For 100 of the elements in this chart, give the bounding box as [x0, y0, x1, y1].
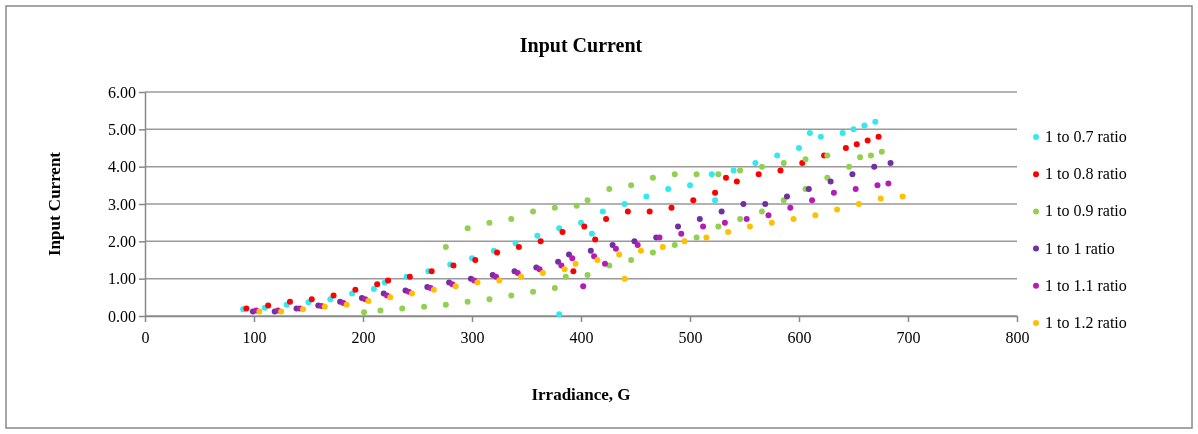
- point: [834, 206, 841, 213]
- point: [464, 225, 471, 232]
- point: [265, 302, 272, 309]
- point: [671, 242, 678, 249]
- point: [874, 182, 881, 189]
- point: [530, 208, 537, 215]
- y-tick-label: 3.00: [108, 195, 136, 213]
- point: [606, 186, 613, 193]
- point: [361, 309, 368, 316]
- point: [621, 275, 628, 282]
- point: [300, 306, 307, 313]
- point: [570, 268, 577, 275]
- point: [875, 133, 882, 140]
- point: [599, 208, 606, 215]
- point: [671, 171, 678, 178]
- point: [733, 178, 740, 185]
- point: [693, 234, 700, 241]
- point: [864, 137, 871, 144]
- point: [601, 260, 608, 267]
- point: [352, 286, 359, 293]
- point: [530, 288, 537, 295]
- point: [721, 219, 728, 226]
- point: [796, 145, 802, 151]
- point: [555, 258, 562, 265]
- point: [624, 208, 631, 215]
- x-tick-label: 700: [896, 328, 921, 346]
- point: [584, 197, 591, 204]
- point: [703, 234, 710, 241]
- point: [768, 219, 775, 226]
- point: [472, 257, 479, 263]
- point: [752, 159, 759, 166]
- point: [631, 238, 638, 245]
- point: [399, 305, 406, 312]
- point: [777, 167, 784, 174]
- point: [827, 178, 834, 185]
- point: [885, 180, 892, 187]
- point: [603, 215, 610, 222]
- point: [855, 201, 862, 207]
- point: [861, 122, 868, 129]
- point: [537, 238, 544, 245]
- point: [659, 243, 666, 250]
- y-tick-label: 0.00: [108, 307, 136, 325]
- point: [853, 141, 860, 148]
- point: [649, 174, 656, 181]
- point: [665, 186, 672, 193]
- point: [591, 253, 598, 260]
- point: [758, 208, 765, 215]
- point: [594, 257, 601, 263]
- point: [649, 249, 656, 256]
- point: [387, 294, 394, 301]
- x-tick-label: 0: [141, 328, 150, 346]
- point: [421, 303, 428, 310]
- point: [737, 215, 744, 222]
- point: [494, 249, 501, 256]
- point: [374, 281, 381, 288]
- point: [700, 223, 707, 230]
- x-tick-label: 200: [351, 328, 376, 346]
- point: [746, 223, 753, 230]
- y-tick-label: 1.00: [108, 270, 136, 288]
- point: [561, 266, 568, 273]
- point: [370, 286, 377, 293]
- point: [708, 171, 715, 178]
- point: [809, 197, 816, 204]
- point: [518, 273, 525, 280]
- point: [718, 208, 725, 215]
- point: [817, 133, 824, 140]
- point: [857, 154, 864, 161]
- point: [722, 174, 729, 181]
- point: [566, 251, 573, 258]
- point: [562, 273, 569, 280]
- point: [899, 193, 906, 200]
- point: [681, 238, 688, 245]
- point: [812, 212, 819, 219]
- y-tick-label: 2.00: [108, 232, 136, 250]
- point: [842, 145, 849, 151]
- point: [712, 189, 719, 196]
- y-tick-label: 4.00: [108, 158, 136, 176]
- point: [852, 186, 859, 193]
- point: [442, 243, 449, 250]
- point: [762, 201, 769, 207]
- point: [637, 247, 644, 254]
- point: [634, 242, 641, 249]
- x-tick-label: 500: [678, 328, 703, 346]
- point: [628, 257, 635, 263]
- point: [846, 163, 853, 170]
- legend-label: 1 to 0.7 ratio: [1045, 128, 1127, 145]
- point: [774, 152, 781, 159]
- point: [780, 197, 787, 204]
- point: [758, 163, 765, 170]
- point: [690, 197, 697, 204]
- point: [646, 208, 653, 215]
- point: [578, 219, 584, 226]
- point: [539, 270, 546, 277]
- x-tick-label: 300: [460, 328, 485, 346]
- point: [349, 290, 356, 297]
- point: [712, 197, 719, 204]
- y-axis-title: Input Current: [45, 151, 64, 257]
- point: [573, 202, 580, 209]
- legend-label: 1 to 0.9 ratio: [1045, 202, 1127, 220]
- x-tick-label: 400: [569, 328, 594, 346]
